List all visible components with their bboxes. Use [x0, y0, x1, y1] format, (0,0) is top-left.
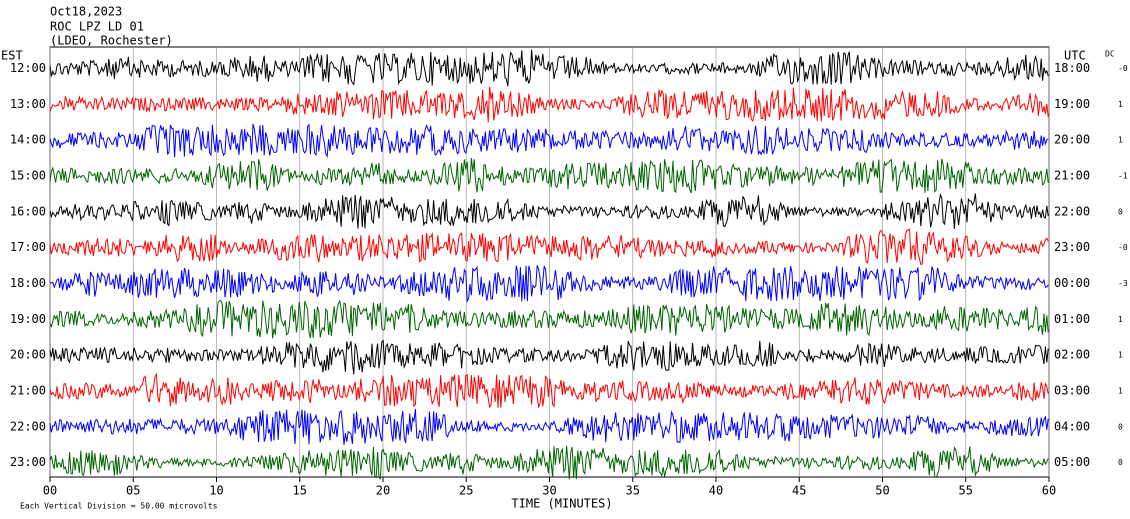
seismic-trace — [49, 408, 1049, 445]
est-label: 20:00 — [10, 348, 46, 362]
x-tick-label: 30 — [542, 484, 556, 498]
seismic-trace — [49, 339, 1049, 375]
dc-value: 1 — [1118, 136, 1123, 145]
utc-label: 00:00 — [1054, 276, 1090, 290]
title-line: ROC LPZ LD 01 — [50, 20, 144, 34]
utc-label: 23:00 — [1054, 240, 1090, 254]
utc-label: 21:00 — [1054, 169, 1090, 183]
est-label: 16:00 — [10, 204, 46, 218]
dc-label: DC — [1105, 50, 1115, 59]
x-tick-label: 35 — [626, 484, 640, 498]
seismic-trace — [49, 123, 1049, 159]
x-tick-label: 10 — [209, 484, 223, 498]
x-tick-label: 45 — [792, 484, 806, 498]
seismic-trace — [49, 157, 1049, 194]
x-tick-label: 55 — [959, 484, 973, 498]
x-tick-label: 15 — [293, 484, 307, 498]
est-label: 19:00 — [10, 312, 46, 326]
utc-label: 19:00 — [1054, 97, 1090, 111]
utc-label: 18:00 — [1054, 61, 1090, 75]
footnote: Each Vertical Division = 50.00 microvolt… — [20, 502, 218, 511]
title-line: (LDEO, Rochester) — [50, 34, 173, 48]
seismic-trace — [49, 445, 1049, 480]
x-axis-label: TIME (MINUTES) — [511, 497, 612, 511]
dc-value: -1 — [1118, 172, 1128, 181]
est-label: 14:00 — [10, 133, 46, 147]
dc-value: 1 — [1118, 387, 1123, 396]
dc-value: -0 — [1118, 64, 1128, 73]
est-label: 13:00 — [10, 97, 46, 111]
seismic-trace — [49, 228, 1049, 265]
x-tick-label: 40 — [709, 484, 723, 498]
dc-value: 1 — [1118, 100, 1123, 109]
est-label: 12:00 — [10, 61, 46, 75]
utc-label: 04:00 — [1054, 419, 1090, 433]
dc-value: -0 — [1118, 243, 1128, 252]
dc-value: 0 — [1118, 458, 1123, 467]
est-label: 17:00 — [10, 240, 46, 254]
dc-value: 0 — [1118, 207, 1123, 216]
est-label: 22:00 — [10, 419, 46, 433]
est-label: 18:00 — [10, 276, 46, 290]
seismic-trace — [49, 299, 1049, 339]
x-tick-label: 20 — [376, 484, 390, 498]
utc-label: 05:00 — [1054, 455, 1090, 469]
right-axis-label: UTC — [1064, 49, 1086, 63]
x-tick-label: 50 — [875, 484, 889, 498]
est-label: 23:00 — [10, 455, 46, 469]
left-axis-label: EST — [1, 49, 23, 63]
utc-label: 22:00 — [1054, 204, 1090, 218]
x-tick-label: 00 — [43, 484, 57, 498]
utc-label: 20:00 — [1054, 133, 1090, 147]
dc-value: 1 — [1118, 315, 1123, 324]
dc-value: 0 — [1118, 422, 1123, 431]
seismic-trace — [49, 192, 1049, 230]
seismic-trace — [49, 265, 1049, 303]
utc-label: 01:00 — [1054, 312, 1090, 326]
est-label: 21:00 — [10, 384, 46, 398]
dc-value: -3 — [1118, 279, 1128, 288]
seismic-trace — [49, 49, 1049, 87]
x-tick-label: 05 — [126, 484, 140, 498]
seismic-trace — [49, 372, 1049, 409]
seismic-trace — [49, 86, 1049, 123]
x-tick-label: 60 — [1042, 484, 1056, 498]
utc-label: 02:00 — [1054, 348, 1090, 362]
est-label: 15:00 — [10, 169, 46, 183]
utc-label: 03:00 — [1054, 384, 1090, 398]
dc-value: 1 — [1118, 351, 1123, 360]
x-tick-label: 25 — [459, 484, 473, 498]
title-line: Oct18,2023 — [50, 5, 122, 19]
